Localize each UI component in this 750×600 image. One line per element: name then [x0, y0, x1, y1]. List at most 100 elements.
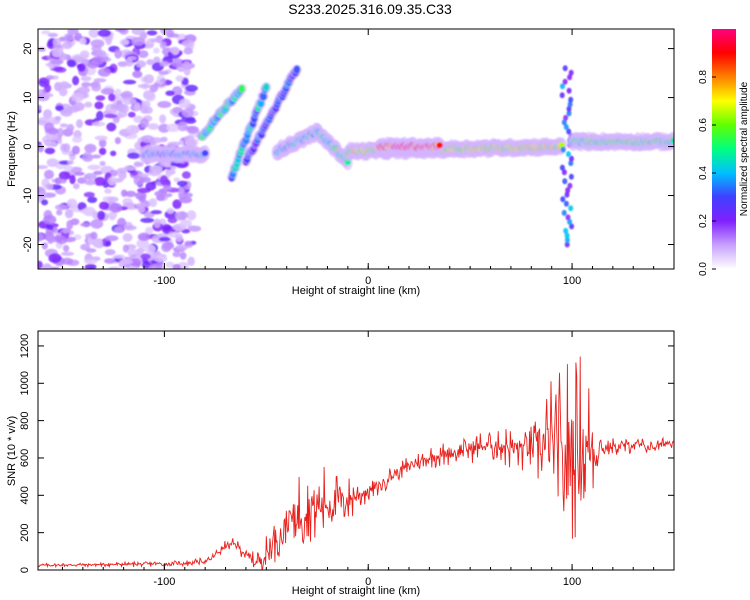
- x-tick-label: 100: [563, 275, 581, 287]
- heatmap-cell: [41, 30, 51, 35]
- heatmap-cell: [159, 175, 169, 186]
- heatmap-cell: [62, 244, 70, 252]
- heatmap-cell: [80, 243, 91, 251]
- heatmap-cell: [94, 101, 104, 110]
- heatmap-cell: [107, 196, 119, 203]
- heatmap-cell: [104, 113, 118, 119]
- heatmap-cell: [187, 225, 196, 230]
- heatmap-cell: [670, 137, 674, 144]
- heatmap-cell: [145, 226, 154, 235]
- x-tick-label: -100: [153, 576, 175, 588]
- heatmap-cell: [54, 234, 64, 242]
- heatmap-cell: [99, 201, 110, 210]
- heatmap-cell: [46, 158, 59, 168]
- heatmap-cell: [184, 240, 193, 246]
- heatmap-cell: [90, 219, 104, 229]
- heatmap-cell: [153, 218, 161, 228]
- heatmap-cell: [566, 151, 571, 158]
- heatmap-cell: [131, 29, 146, 36]
- heatmap-cell: [49, 59, 64, 65]
- heatmap-cell: [202, 150, 209, 157]
- colorbar-tick-label: 0.0: [698, 262, 709, 276]
- heatmap-cell: [77, 63, 86, 72]
- heatmap-cell: [62, 143, 71, 153]
- heatmap-cell: [184, 118, 197, 124]
- heatmap-cell: [153, 47, 160, 54]
- heatmap-cell: [140, 253, 151, 260]
- heatmap-cell: [182, 61, 191, 70]
- heatmap-cell: [436, 142, 443, 149]
- heatmap-cell: [63, 164, 73, 172]
- x-tick-label: 0: [365, 275, 371, 287]
- heatmap-cell: [238, 84, 245, 93]
- heatmap-cell: [80, 222, 91, 227]
- heatmap-cell: [559, 92, 565, 99]
- heatmap-cell: [67, 29, 79, 36]
- heatmap-cell: [105, 240, 112, 247]
- heatmap-cell: [110, 150, 117, 157]
- heatmap-cell: [153, 255, 168, 263]
- heatmap-cell: [564, 232, 570, 239]
- heatmap-cell: [96, 110, 104, 121]
- heatmap-cell: [563, 114, 569, 121]
- heatmap-cell: [48, 253, 62, 264]
- heatmap-cell: [104, 188, 112, 194]
- heatmap-cell: [41, 199, 49, 206]
- heatmap-cell: [167, 217, 178, 224]
- heatmap-cell: [59, 81, 70, 90]
- chart-title: S233.2025.316.09.35.C33: [288, 1, 452, 17]
- heatmap-cell: [92, 121, 106, 127]
- heatmap-cell: [141, 135, 155, 144]
- heatmap-cell: [43, 214, 57, 225]
- heatmap-cell: [84, 143, 97, 153]
- heatmap-cell: [90, 39, 105, 48]
- heatmap-cell: [560, 196, 566, 203]
- heatmap-cell: [85, 248, 97, 253]
- heatmap-cell: [74, 171, 85, 176]
- heatmap-cell: [175, 233, 183, 242]
- heatmap-cell: [83, 191, 95, 198]
- heatmap-cell: [46, 225, 54, 230]
- heatmap-cell: [186, 210, 197, 221]
- heatmap-cell: [136, 202, 147, 209]
- heatmap-cell: [100, 88, 115, 95]
- heatmap-cell: [561, 119, 567, 126]
- heatmap-feature-streak: [240, 64, 302, 167]
- heatmap-cell: [97, 210, 106, 221]
- heatmap-cell: [73, 183, 80, 190]
- heatmap-cell: [146, 59, 155, 66]
- heatmap-cell: [179, 251, 187, 260]
- heatmap-cell: [165, 261, 175, 268]
- heatmap-cell: [125, 124, 140, 135]
- heatmap-cell: [166, 123, 181, 132]
- heatmap-cell: [84, 263, 97, 269]
- heatmap-cell: [132, 70, 143, 79]
- heatmap-cell: [564, 191, 570, 198]
- heatmap-cell: [133, 102, 141, 111]
- spectrogram-x-axis-label: Height of straight line (km): [292, 285, 420, 297]
- heatmap-cell: [114, 226, 124, 233]
- heatmap-cell: [127, 111, 136, 118]
- heatmap-feature-streak: [196, 83, 247, 142]
- heatmap-cell: [99, 161, 106, 166]
- heatmap-cell: [257, 99, 265, 108]
- heatmap-cell: [263, 83, 270, 92]
- heatmap-cell: [173, 177, 181, 183]
- heatmap-feature-band: [373, 136, 445, 157]
- heatmap-cell: [107, 176, 118, 186]
- heatmap-cell: [66, 124, 75, 132]
- heatmap-cell: [61, 150, 75, 155]
- heatmap-cell: [141, 100, 151, 108]
- heatmap-cell: [126, 56, 137, 61]
- heatmap-cell: [81, 82, 92, 88]
- colorbar-ticks: 0.0 0.2 0.4 0.6 0.8: [698, 70, 716, 276]
- heatmap-cell: [66, 198, 78, 209]
- heatmap-cell: [71, 92, 84, 102]
- heatmap-cell: [181, 108, 194, 118]
- heatmap-cell: [566, 128, 572, 135]
- heatmap-cell: [72, 136, 83, 143]
- heatmap-cell: [175, 244, 189, 251]
- heatmap-cell: [54, 204, 68, 211]
